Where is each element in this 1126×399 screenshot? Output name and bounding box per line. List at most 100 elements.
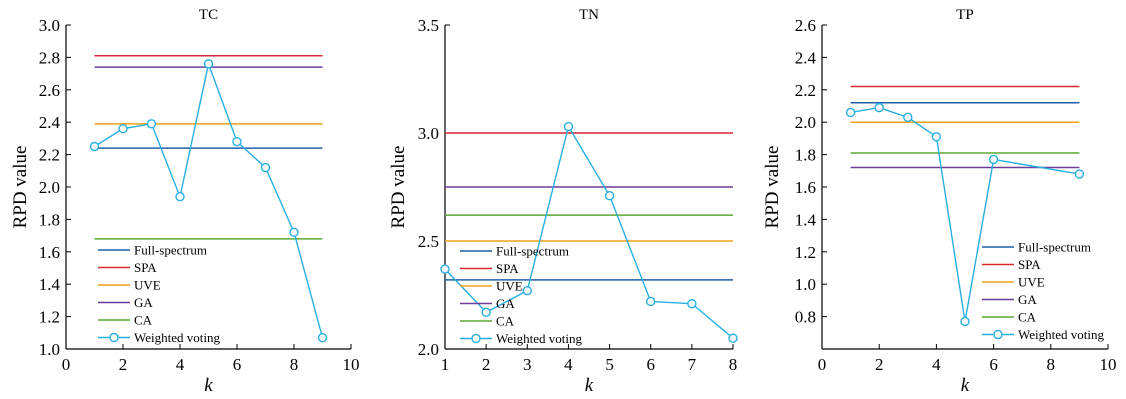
x-axis-title: k (204, 375, 213, 396)
legend-label: SPA (134, 260, 157, 275)
y-tick-label: 1.4 (795, 210, 817, 229)
y-axis-title: RPD value (10, 146, 31, 229)
x-tick-label: 4 (932, 355, 941, 374)
x-tick-label: 3 (523, 355, 532, 374)
y-tick-label: 2.5 (418, 232, 439, 251)
x-tick-label: 10 (1100, 355, 1117, 374)
legend-label: GA (1018, 292, 1037, 307)
y-tick-label: 1.2 (795, 243, 816, 262)
data-point (604, 190, 615, 201)
legend-label: UVE (496, 279, 523, 294)
y-axis-title: RPD value (762, 146, 783, 229)
y-tick-label: 1.8 (795, 146, 816, 165)
y-tick-label: 2.6 (39, 81, 60, 100)
legend: Full-spectrum SPA UVE GA CA Weighted voting (98, 243, 220, 345)
y-tick-label: 1.0 (39, 340, 60, 359)
x-tick-label: 2 (482, 355, 491, 374)
legend-label: SPA (496, 261, 519, 276)
chart-title: TN (579, 7, 599, 23)
chart-panel-tn: 2.0 2.5 3.0 3.5 1 2 3 4 5 6 7 8 TN k RPD value Full-spe… (388, 7, 738, 396)
x-tick-label: 5 (605, 355, 614, 374)
y-tick-label: 1.4 (39, 275, 61, 294)
y-tick-label: 3.0 (418, 124, 439, 143)
legend-label: Weighted voting (134, 330, 220, 345)
y-tick-label: 3.5 (418, 16, 439, 35)
x-tick-label: 2 (875, 355, 884, 374)
legend-label: Weighted voting (496, 331, 582, 346)
x-tick-label: 8 (729, 355, 738, 374)
data-point (317, 332, 328, 343)
y-tick-label: 1.2 (39, 308, 60, 327)
legend-marker (109, 332, 119, 343)
data-point (146, 119, 157, 129)
x-tick-label: 0 (62, 355, 71, 374)
series-line-weighted-voting (444, 124, 734, 339)
x-tick-label: 1 (441, 355, 450, 374)
y-tick-label: 2.2 (795, 81, 816, 100)
y-tick-label: 2.0 (418, 340, 439, 359)
data-point (89, 141, 100, 152)
y-tick-label: 2.6 (795, 16, 816, 35)
x-tick-label: 10 (343, 355, 360, 374)
data-point (175, 192, 185, 202)
legend-label: UVE (134, 278, 161, 293)
data-point (522, 285, 532, 296)
chart-panel-tc: 1.0 1.2 1.4 1.6 1.8 2.0 2.2 2.4 2.6 2.8 3.0 0 2 4 6 8 10… (10, 7, 360, 396)
legend-label: GA (134, 295, 153, 310)
legend-label: Full-spectrum (134, 243, 207, 258)
data-point (563, 121, 574, 132)
data-point (874, 102, 884, 113)
data-point (931, 132, 942, 142)
data-point (687, 298, 697, 309)
x-axis-title: k (961, 375, 970, 396)
legend-marker (471, 333, 481, 344)
x-axis-title: k (585, 375, 594, 396)
x-tick-label: 7 (688, 355, 697, 374)
x-tick-label: 6 (233, 355, 242, 374)
legend-marker (993, 329, 1003, 340)
data-point (960, 316, 970, 327)
data-point (289, 227, 299, 238)
legend: Full-spectrum SPA UVE GA CA Weighted voting (982, 240, 1104, 342)
legend-label: CA (1018, 310, 1037, 325)
legend-label: Weighted voting (1018, 327, 1104, 342)
y-tick-label: 1.6 (39, 243, 60, 262)
y-tick-label: 2.8 (39, 48, 60, 67)
y-tick-label: 2.2 (39, 146, 60, 165)
y-tick-label: 1.0 (795, 275, 816, 294)
y-tick-label: 0.8 (795, 308, 816, 327)
legend-label: CA (134, 313, 153, 328)
data-point (728, 333, 738, 343)
data-point (440, 264, 450, 274)
data-point (203, 59, 214, 69)
chart-title: TP (956, 7, 974, 23)
data-point (260, 162, 271, 173)
chart-panel-tp: 0.8 1.0 1.2 1.4 1.6 1.8 2.0 2.2 2.4 2.6 0 2 4 6 8 10 TP k… (762, 7, 1117, 396)
legend-label: UVE (1018, 275, 1045, 290)
data-point (988, 154, 999, 165)
series-line-weighted-voting (94, 61, 324, 338)
x-tick-label: 4 (564, 355, 573, 374)
x-tick-label: 6 (989, 355, 998, 374)
y-tick-label: 2.4 (39, 113, 61, 132)
y-tick-label: 2.4 (795, 48, 817, 67)
legend: Full-spectrum SPA UVE GA CA Weighted voting (460, 244, 582, 346)
y-tick-label: 2.0 (39, 178, 60, 197)
x-tick-label: 8 (290, 355, 299, 374)
data-point (1074, 169, 1085, 179)
y-tick-label: 1.6 (795, 178, 816, 197)
legend-label: Full-spectrum (1018, 240, 1091, 255)
y-tick-label: 3.0 (39, 16, 60, 35)
data-point (481, 307, 491, 317)
y-tick-label: 2.0 (795, 113, 816, 132)
legend-label: CA (496, 314, 515, 329)
data-point (646, 296, 656, 307)
y-tick-label: 1.8 (39, 210, 60, 229)
x-tick-label: 0 (818, 355, 827, 374)
series-line-weighted-voting (850, 106, 1080, 322)
legend-label: Full-spectrum (496, 244, 569, 259)
x-tick-label: 8 (1047, 355, 1056, 374)
legend-label: GA (496, 296, 515, 311)
x-tick-label: 6 (646, 355, 655, 374)
